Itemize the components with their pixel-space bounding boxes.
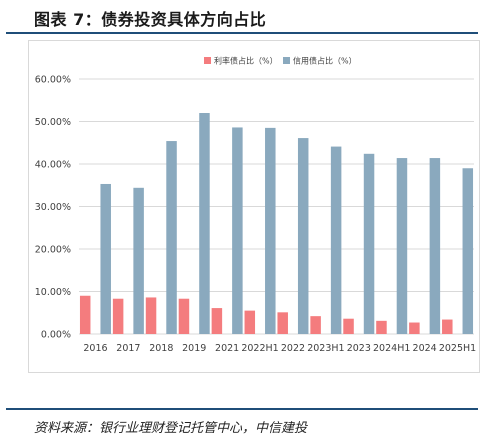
x-tick-label: 2024H1 <box>373 343 410 354</box>
credit-bond-bar <box>429 158 441 334</box>
x-tick-label: 2022 <box>281 343 305 354</box>
y-tick-label: 0.00% <box>41 330 71 341</box>
rate-bond-bar <box>376 320 387 334</box>
rate-bond-bar <box>277 312 288 334</box>
y-tick-label: 20.00% <box>35 245 71 256</box>
x-tick-label: 2021 <box>215 343 239 354</box>
y-tick-label: 30.00% <box>35 202 71 213</box>
rate-bond-bar <box>211 308 223 334</box>
y-tick-label: 10.00% <box>35 287 71 298</box>
credit-bond-bar <box>330 146 342 334</box>
rate-bond-bar <box>145 297 157 334</box>
credit-bond-bar <box>166 141 177 334</box>
x-tick-label: 2016 <box>83 343 107 354</box>
credit-bond-bar <box>100 183 111 334</box>
x-tick-label: 2018 <box>149 343 173 354</box>
footer-divider <box>6 408 478 410</box>
credit-bond-bar <box>265 127 276 334</box>
credit-bond-bar <box>232 127 243 334</box>
x-tick-label: 2023 <box>347 343 371 354</box>
credit-bond-bar <box>363 153 375 334</box>
rate-bond-bar <box>343 318 354 334</box>
y-tick-label: 40.00% <box>35 160 71 171</box>
bar-chart: 0.00% 10.00% 20.00% 30.00% 40.00% 50.00% 60.00… <box>35 56 476 355</box>
header-divider <box>6 32 478 34</box>
x-tick-label: 2022H1 <box>241 343 278 354</box>
rate-bond-bar <box>409 322 420 334</box>
x-tick-label: 2017 <box>116 343 140 354</box>
rate-bond-bar <box>112 298 124 334</box>
credit-bond-bar <box>462 168 474 334</box>
legend-rate-bond-label: 利率债占比（%） <box>214 56 278 66</box>
source-note: 资料来源：银行业理财登记托管中心，中信建投 <box>34 421 308 436</box>
chart-frame: 0.00% 10.00% 20.00% 30.00% 40.00% 50.00% 60.00… <box>28 40 480 373</box>
legend-credit-bond-label: 信用债占比（%） <box>293 56 357 66</box>
credit-bond-bar <box>199 113 210 334</box>
figure-title: 图表 7：债券投资具体方向占比 <box>34 10 267 29</box>
rate-bond-bar <box>79 295 91 334</box>
legend-credit-bond-swatch <box>283 57 290 64</box>
credit-bond-bar <box>297 138 309 334</box>
legend-rate-bond-swatch <box>204 57 211 64</box>
x-tick-label: 2024 <box>413 343 437 354</box>
rate-bond-bar <box>178 298 190 334</box>
credit-bond-bar <box>396 158 408 334</box>
x-tick-label: 2023H1 <box>307 343 344 354</box>
rate-bond-bar <box>310 316 321 334</box>
rate-bond-bar <box>442 319 453 334</box>
x-tick-label: 2019 <box>182 343 206 354</box>
rate-bond-bar <box>244 310 256 334</box>
x-tick-label: 2025H1 <box>439 343 476 354</box>
y-tick-label: 60.00% <box>35 75 71 86</box>
y-tick-label: 50.00% <box>35 117 71 128</box>
figure-header: 图表 7：债券投资具体方向占比 <box>0 0 485 36</box>
credit-bond-bar <box>133 187 144 334</box>
